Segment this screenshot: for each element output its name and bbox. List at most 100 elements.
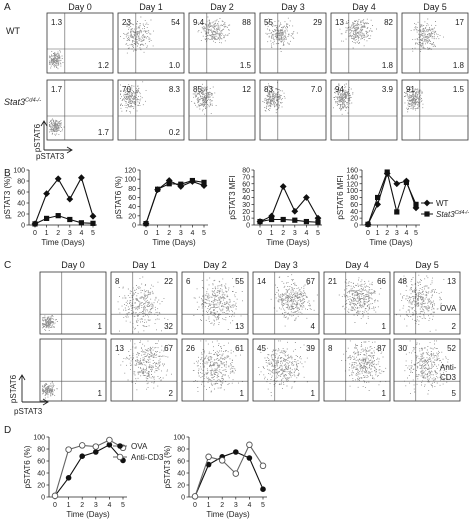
y-tick-label: 100	[346, 188, 358, 195]
quadrant-lr-value: 1.2	[98, 61, 110, 70]
facs-events	[410, 18, 444, 52]
quadrant-lr-value: 1.0	[169, 61, 181, 70]
y-tick-label: 100	[33, 435, 45, 442]
data-point	[291, 207, 299, 215]
quadrant-lr-value: 1.8	[382, 61, 394, 70]
facs-frame	[181, 271, 249, 335]
data-point	[413, 201, 419, 207]
data-point	[205, 461, 212, 468]
legend-b	[421, 199, 433, 217]
quadrant-ul-value: 1.7	[51, 85, 63, 94]
x-tick-label: 1	[67, 502, 71, 509]
line-chart-b1: 0 20 40 60 80 100 0 1 2 3 4 5 Time (Days) pSTAT3 (%)	[3, 168, 97, 247]
legend-marker	[424, 211, 430, 217]
facs-events	[265, 17, 298, 52]
facs-plot-a-2-0: 1.7 1.7	[46, 79, 114, 141]
y-tick-label: 60	[17, 190, 25, 197]
facs-plot-c-1-3: 14 67 4	[252, 271, 320, 335]
quadrant-ul-value: 26	[186, 344, 195, 353]
data-point	[232, 470, 240, 477]
x-tick-label: 1	[45, 230, 49, 237]
x-tick-label: 1	[270, 230, 274, 237]
data-point	[257, 218, 263, 225]
quadrant-ul-value: 70	[122, 85, 131, 94]
quadrant-lr-value: 1	[98, 322, 103, 331]
x-tick-label: 5	[121, 502, 125, 509]
quadrant-ur-value: 52	[447, 344, 456, 353]
quadrant-ul-value: 9.4	[193, 18, 205, 27]
data-point	[403, 179, 409, 185]
y-tick-label: 20	[128, 213, 136, 220]
y-tick-label: 0	[354, 223, 358, 230]
x-tick-label: 0	[53, 502, 57, 509]
y-tick-label: 20	[177, 483, 185, 490]
quadrant-ur-value: 55	[235, 277, 244, 286]
data-point	[365, 221, 371, 227]
data-point	[315, 219, 321, 225]
facs-frame	[401, 79, 469, 141]
facs-frame	[401, 12, 469, 74]
y-tick-label: 70	[242, 174, 250, 181]
y-tick-label: 60	[128, 195, 136, 202]
facs-plot-a-1-5: 171.8	[401, 12, 469, 74]
y-tick-label: 60	[177, 459, 185, 466]
quadrant-lr-value: 1.7	[98, 128, 110, 137]
y-tick-label: 100	[13, 168, 25, 175]
x-tick-label: 2	[56, 230, 60, 237]
y-tick-label: 80	[177, 447, 185, 454]
quadrant-ur-value: 22	[164, 277, 173, 286]
quadrant-ul-value: 8	[115, 277, 120, 286]
day-label: Day 3	[281, 2, 305, 12]
quadrant-ur-value: 67	[306, 277, 315, 286]
day-label: Day 0	[68, 2, 92, 12]
series-line	[34, 215, 94, 225]
y-tick-label: 100	[124, 177, 136, 184]
quadrant-ur-value: 67	[164, 344, 173, 353]
quadrant-ul-value: 14	[257, 277, 266, 286]
facs-frame	[117, 12, 185, 74]
facs-plot-c-1-1: 8 22 32	[110, 271, 178, 335]
quadrant-ul-value: 85	[193, 85, 202, 94]
data-point	[191, 493, 199, 500]
y-tick-label: 80	[37, 447, 45, 454]
facs-frame	[330, 12, 398, 74]
x-axis-title: Time (Days)	[369, 238, 413, 247]
x-axis-title: Time (Days)	[41, 238, 85, 247]
quadrant-lr-value: 32	[164, 322, 173, 331]
y-tick-label: 120	[124, 168, 136, 175]
side-label-anticd3-line2: CD3	[440, 373, 457, 382]
x-axis-title: Time (Days)	[266, 238, 310, 247]
y-tick-label: 80	[350, 195, 358, 202]
quadrant-ul-value: 94	[335, 85, 344, 94]
data-point	[106, 442, 113, 448]
facs-events	[118, 340, 172, 391]
facs-events	[339, 18, 377, 49]
data-point	[51, 492, 59, 500]
x-tick-label: 0	[144, 230, 148, 237]
x-tick-label: 2	[385, 230, 389, 237]
y-tick-label: 50	[242, 188, 250, 195]
x-tick-label: 5	[202, 230, 206, 237]
x-tick-label: 0	[258, 230, 262, 237]
y-tick-label: 80	[242, 168, 250, 175]
line-chart-d1: 0 20 40 60 80 100 0 1 2 3 4 5 Time (Days) pSTAT6 (%)	[23, 435, 127, 519]
quadrant-lr-value: 5	[452, 389, 457, 398]
data-point	[303, 218, 309, 225]
series-line	[145, 179, 205, 224]
data-point	[279, 183, 287, 190]
quadrant-ul-value: 1.3	[51, 18, 63, 27]
axis-arrow-y	[40, 120, 48, 150]
x-axis-title: Time (Days)	[206, 510, 250, 519]
facs-events	[338, 277, 382, 324]
facs-events	[49, 50, 64, 70]
data-point	[78, 442, 86, 449]
x-tick-label: 1	[207, 502, 211, 509]
y-tick-label: 20	[17, 212, 25, 219]
quadrant-ur-value: 88	[242, 18, 251, 27]
y-tick-label: 0	[246, 223, 250, 230]
day-label: Day 2	[203, 260, 227, 270]
data-point	[201, 179, 207, 185]
facs-events	[404, 340, 449, 395]
facs-events	[117, 276, 169, 333]
